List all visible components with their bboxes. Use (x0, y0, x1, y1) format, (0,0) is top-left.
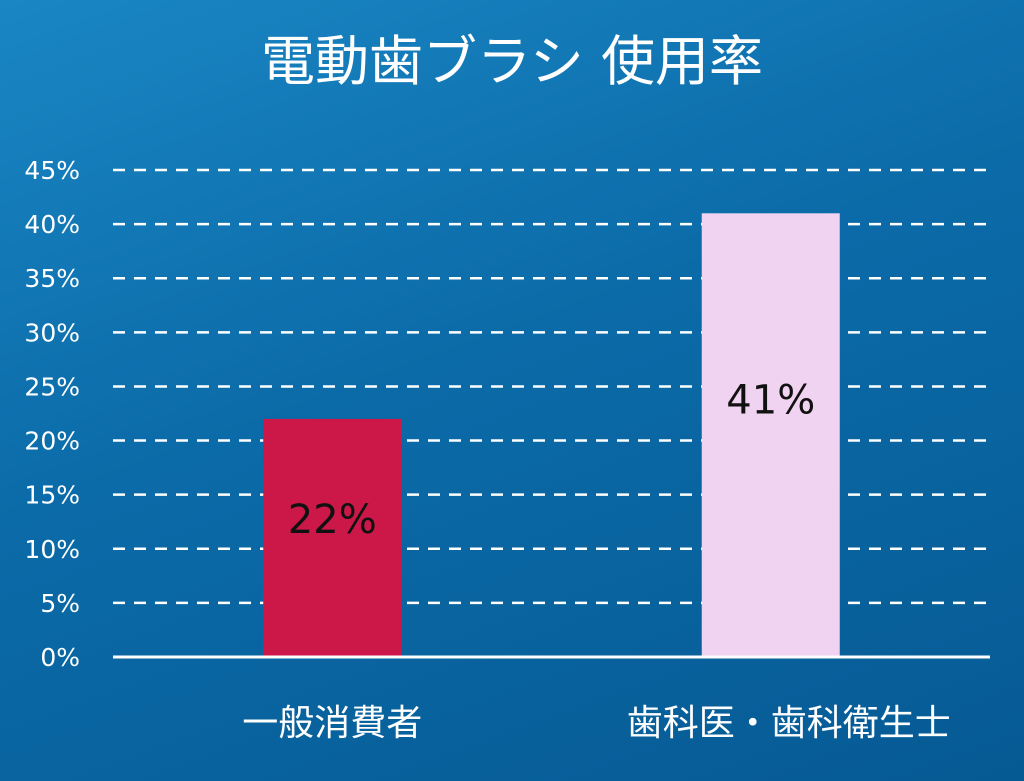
y-tick-label: 15% (24, 481, 80, 510)
bar (263, 418, 402, 657)
y-tick-label: 0% (40, 643, 80, 672)
y-tick-label: 45% (24, 156, 80, 185)
bar (701, 213, 840, 658)
category-label: 歯科医・歯科衛生士 (627, 703, 951, 744)
bar-value-label: 41% (726, 378, 815, 424)
y-tick-label: 40% (24, 210, 80, 239)
y-tick-label: 5% (40, 589, 80, 618)
gridlines (113, 168, 990, 605)
bar-value-label: 22% (288, 497, 377, 543)
y-tick-label: 35% (24, 264, 80, 293)
y-tick-label: 30% (24, 318, 80, 347)
bars (263, 213, 840, 658)
y-tick-label: 25% (24, 372, 80, 401)
labels: 0% 5% 10% 15% 20% 25% 30% 35% 40% 45% 22% 一般消費者 41% 歯… (24, 156, 950, 744)
y-tick-label: 20% (24, 427, 80, 456)
y-tick-label: 10% (24, 535, 80, 564)
category-label: 一般消費者 (242, 703, 422, 744)
chart-title: 電動歯ブラシ 使用率 (261, 30, 763, 93)
